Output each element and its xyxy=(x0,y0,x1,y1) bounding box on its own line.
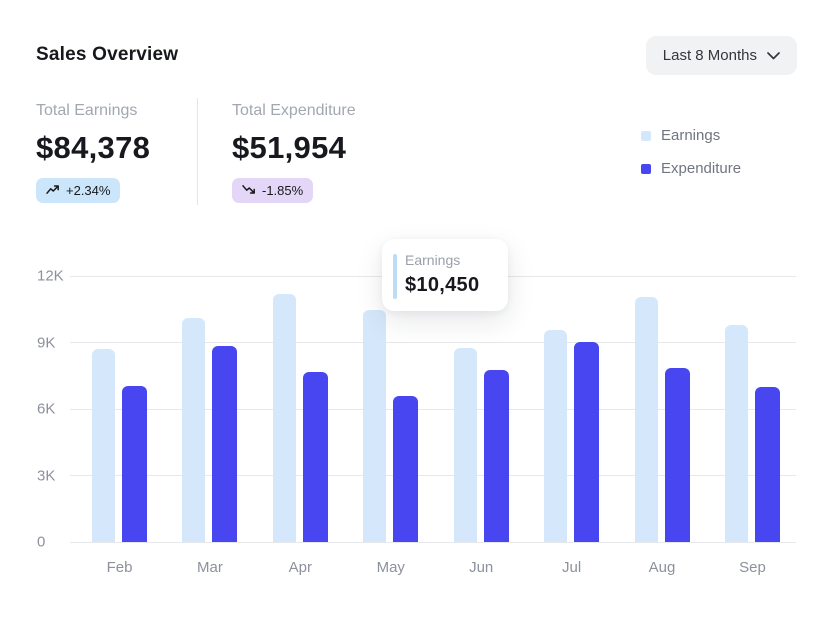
x-axis-label-jul: Jul xyxy=(562,559,582,576)
bar-group-mar: Mar xyxy=(182,318,238,576)
bar-expenditure-may[interactable] xyxy=(393,396,419,542)
bar-earnings-jul[interactable] xyxy=(544,330,568,542)
x-axis-label-jun: Jun xyxy=(469,559,494,576)
total-expenditure-value: $51,954 xyxy=(232,130,347,165)
chart-area: Feb Mar Apr May Jun Jul Aug Sep 0 3K 6K 9K 12K xyxy=(0,268,830,576)
bar-group-may: May xyxy=(363,310,419,576)
gridline xyxy=(70,408,796,410)
earnings-change-value: +2.34% xyxy=(66,183,111,198)
bar-group-sep: Sep xyxy=(724,325,780,576)
bar-expenditure-jun[interactable] xyxy=(483,370,509,542)
expenditure-change-value: -1.85% xyxy=(262,183,304,198)
total-earnings-stat: Total Earnings $84,378 +2.34% xyxy=(36,101,150,203)
bar-earnings-sep[interactable] xyxy=(724,325,748,542)
trending-up-icon xyxy=(46,183,60,198)
earnings-change-badge: +2.34% xyxy=(36,178,121,203)
x-axis-label-apr: Apr xyxy=(288,559,313,576)
total-expenditure-label: Total Expenditure xyxy=(232,102,356,119)
period-selector-label: Last 8 Months xyxy=(662,47,757,64)
period-selector-button[interactable]: Last 8 Months xyxy=(645,36,797,75)
x-axis-label-aug: Aug xyxy=(648,559,676,576)
page-title: Sales Overview xyxy=(36,44,179,65)
bars-row: Feb Mar Apr May Jun Jul Aug Sep xyxy=(70,276,796,576)
chart-legend: Earnings Expenditure xyxy=(641,127,741,178)
total-earnings-value: $84,378 xyxy=(36,130,151,165)
gridline xyxy=(70,475,796,476)
tooltip-accent-bar xyxy=(393,254,397,299)
stats-divider xyxy=(197,98,198,205)
bar-expenditure-jul[interactable] xyxy=(574,342,600,542)
gridline xyxy=(70,541,796,543)
legend-item-expenditure[interactable]: Expenditure xyxy=(641,160,741,178)
y-axis-tick-label: 12K xyxy=(37,267,64,285)
y-axis-tick-label: 0 xyxy=(37,533,46,551)
expenditure-swatch-icon xyxy=(641,164,651,174)
bar-expenditure-apr[interactable] xyxy=(302,372,328,542)
bar-group-jul: Jul xyxy=(544,330,600,576)
bar-group-aug: Aug xyxy=(634,297,690,576)
bar-group-jun: Jun xyxy=(453,348,509,576)
x-axis-label-feb: Feb xyxy=(106,559,133,576)
bar-expenditure-aug[interactable] xyxy=(664,368,690,542)
legend-expenditure-label: Expenditure xyxy=(661,160,742,177)
y-axis-tick-label: 6K xyxy=(37,400,56,418)
bar-expenditure-sep[interactable] xyxy=(754,387,780,542)
bar-earnings-mar[interactable] xyxy=(182,318,206,542)
bar-group-apr: Apr xyxy=(272,294,328,576)
total-earnings-label: Total Earnings xyxy=(36,102,138,119)
x-axis-label-mar: Mar xyxy=(197,559,223,576)
legend-item-earnings[interactable]: Earnings xyxy=(641,127,741,145)
bar-earnings-jun[interactable] xyxy=(453,348,477,542)
bar-expenditure-mar[interactable] xyxy=(212,346,238,542)
tooltip-series-label: Earnings xyxy=(405,252,461,268)
bar-earnings-may[interactable] xyxy=(363,310,387,542)
legend-earnings-label: Earnings xyxy=(661,127,721,144)
bar-earnings-apr[interactable] xyxy=(272,294,296,542)
trending-down-icon xyxy=(242,183,256,198)
gridline xyxy=(70,342,796,343)
bar-expenditure-feb[interactable] xyxy=(122,386,147,542)
y-axis-tick-label: 9K xyxy=(37,334,56,351)
total-expenditure-stat: Total Expenditure $51,954 -1.85% xyxy=(232,101,356,203)
tooltip-value: $10,450 xyxy=(405,274,480,296)
bar-earnings-feb[interactable] xyxy=(92,349,115,542)
chevron-down-icon xyxy=(767,51,780,60)
x-axis-label-sep: Sep xyxy=(739,559,766,576)
y-axis-tick-label: 3K xyxy=(37,467,56,484)
earnings-swatch-icon xyxy=(641,131,651,141)
bar-group-feb: Feb xyxy=(92,349,147,576)
chart-tooltip: Earnings $10,450 xyxy=(382,239,508,311)
expenditure-change-badge: -1.85% xyxy=(232,178,314,203)
bar-earnings-aug[interactable] xyxy=(634,297,658,542)
x-axis-label-may: May xyxy=(376,559,405,576)
